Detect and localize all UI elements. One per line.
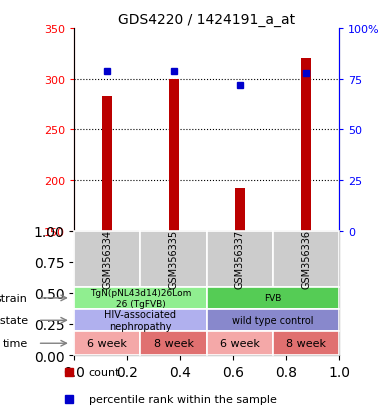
- Title: GDS4220 / 1424191_a_at: GDS4220 / 1424191_a_at: [118, 12, 295, 26]
- Bar: [102, 97, 112, 231]
- Bar: [74, 332, 140, 355]
- Bar: [207, 332, 273, 355]
- Bar: [74, 287, 207, 309]
- Text: wild type control: wild type control: [232, 316, 314, 325]
- Bar: [273, 231, 339, 287]
- Text: 6 week: 6 week: [87, 338, 127, 349]
- Text: time: time: [2, 338, 28, 349]
- Bar: [301, 59, 311, 231]
- Bar: [207, 309, 339, 332]
- Bar: [140, 332, 207, 355]
- Bar: [273, 332, 339, 355]
- Text: count: count: [89, 368, 120, 377]
- Text: percentile rank within the sample: percentile rank within the sample: [89, 394, 277, 404]
- Bar: [74, 309, 207, 332]
- Bar: [207, 231, 273, 287]
- Bar: [140, 231, 207, 287]
- Text: GSM356335: GSM356335: [168, 230, 179, 289]
- Text: TgN(pNL43d14)26Lom
26 (TgFVB): TgN(pNL43d14)26Lom 26 (TgFVB): [90, 289, 191, 308]
- Text: FVB: FVB: [264, 294, 282, 303]
- Text: GSM356337: GSM356337: [235, 230, 245, 289]
- Bar: [168, 79, 179, 231]
- Text: strain: strain: [0, 293, 28, 303]
- Text: disease state: disease state: [0, 316, 28, 325]
- Bar: [207, 287, 339, 309]
- Text: GSM356336: GSM356336: [301, 230, 311, 289]
- Text: 6 week: 6 week: [220, 338, 260, 349]
- Bar: [74, 231, 140, 287]
- Text: HIV-associated
nephropathy: HIV-associated nephropathy: [105, 310, 176, 331]
- Text: GSM356334: GSM356334: [102, 230, 112, 289]
- Bar: [235, 189, 245, 231]
- Text: 8 week: 8 week: [154, 338, 193, 349]
- Text: 8 week: 8 week: [286, 338, 326, 349]
